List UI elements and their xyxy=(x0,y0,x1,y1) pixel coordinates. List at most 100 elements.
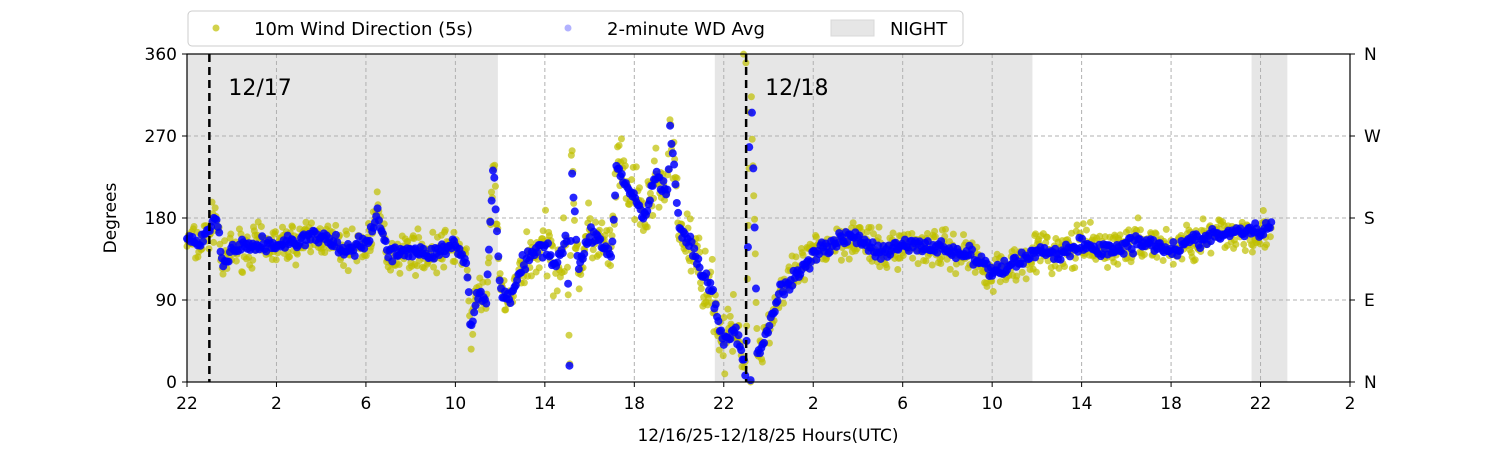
raw-point xyxy=(272,256,280,264)
raw-point xyxy=(1153,253,1161,261)
raw-point xyxy=(914,260,922,268)
avg-point xyxy=(843,237,852,246)
x-tick-label: 6 xyxy=(361,394,372,414)
raw-point xyxy=(1048,270,1056,278)
raw-point xyxy=(1134,214,1142,222)
avg-point xyxy=(690,244,699,253)
raw-point xyxy=(387,266,395,274)
raw-point xyxy=(960,231,968,239)
avg-point xyxy=(212,215,221,224)
raw-point xyxy=(922,257,930,265)
legend-night-swatch xyxy=(830,19,875,37)
raw-point xyxy=(232,257,240,265)
avg-point xyxy=(580,249,589,258)
raw-point xyxy=(564,291,572,299)
avg-point xyxy=(648,181,657,190)
raw-point xyxy=(779,299,787,307)
avg-point xyxy=(486,217,495,226)
avg-point xyxy=(737,346,746,355)
avg-point xyxy=(374,216,383,225)
x-axis-label: 12/16/25-12/18/25 Hours(UTC) xyxy=(637,426,898,446)
avg-point xyxy=(1169,238,1178,247)
raw-point xyxy=(433,269,441,277)
x-tick-label: 22 xyxy=(1250,394,1272,414)
avg-point xyxy=(1000,256,1009,265)
avg-point xyxy=(199,237,208,246)
avg-point xyxy=(607,252,616,261)
raw-point xyxy=(715,346,723,354)
avg-point xyxy=(484,245,493,254)
raw-point xyxy=(210,238,218,246)
raw-point xyxy=(996,278,1004,286)
avg-point xyxy=(464,288,473,297)
x-tick-label: 10 xyxy=(445,394,467,414)
avg-point xyxy=(558,249,567,258)
raw-point xyxy=(340,262,348,270)
raw-point xyxy=(621,162,629,170)
raw-point xyxy=(463,266,471,274)
raw-point xyxy=(646,189,654,197)
raw-point xyxy=(812,233,820,241)
raw-point xyxy=(567,251,575,259)
avg-point xyxy=(490,173,499,182)
raw-point xyxy=(1082,226,1090,234)
raw-point xyxy=(568,147,576,155)
raw-point xyxy=(729,347,737,355)
legend-raw-marker xyxy=(212,24,220,32)
raw-point xyxy=(575,285,583,293)
raw-point xyxy=(1248,248,1256,256)
raw-point xyxy=(983,282,991,290)
raw-point xyxy=(632,163,640,171)
raw-point xyxy=(650,157,658,165)
avg-point xyxy=(780,290,789,299)
avg-point xyxy=(747,108,756,117)
raw-point xyxy=(271,228,279,236)
raw-point xyxy=(751,215,759,223)
raw-point xyxy=(502,306,510,314)
raw-point xyxy=(894,265,902,273)
raw-point xyxy=(211,204,219,212)
raw-point xyxy=(279,223,287,231)
raw-point xyxy=(909,254,917,262)
raw-point xyxy=(841,250,849,258)
raw-point xyxy=(708,255,716,263)
avg-point xyxy=(1176,246,1185,255)
raw-point xyxy=(683,210,691,218)
raw-point xyxy=(1136,226,1144,234)
avg-point xyxy=(726,335,735,344)
avg-point xyxy=(714,317,723,326)
raw-point xyxy=(348,225,356,233)
avg-point xyxy=(568,169,577,178)
raw-point xyxy=(1114,260,1122,268)
raw-point xyxy=(697,285,705,293)
avg-point xyxy=(659,176,668,185)
avg-point xyxy=(1078,234,1087,243)
avg-point xyxy=(521,265,530,274)
avg-point xyxy=(546,251,555,260)
x-tick-label: 2 xyxy=(1345,394,1356,414)
avg-point xyxy=(596,235,605,244)
avg-point xyxy=(765,321,774,330)
raw-point xyxy=(924,230,932,238)
raw-point xyxy=(617,135,625,143)
raw-point xyxy=(542,206,550,214)
avg-point xyxy=(333,238,342,247)
raw-point xyxy=(1159,257,1167,265)
avg-point xyxy=(463,273,472,282)
raw-point xyxy=(462,245,470,253)
raw-point xyxy=(1022,275,1030,283)
raw-point xyxy=(949,230,957,238)
raw-point xyxy=(608,232,616,240)
raw-point xyxy=(248,264,256,272)
raw-point xyxy=(1043,233,1051,241)
avg-point xyxy=(667,139,676,148)
raw-point xyxy=(1104,263,1112,271)
raw-point xyxy=(373,188,381,196)
raw-point xyxy=(899,251,907,259)
raw-point xyxy=(343,230,351,238)
avg-point xyxy=(805,264,814,273)
raw-point xyxy=(643,223,651,231)
raw-point xyxy=(1241,247,1249,255)
